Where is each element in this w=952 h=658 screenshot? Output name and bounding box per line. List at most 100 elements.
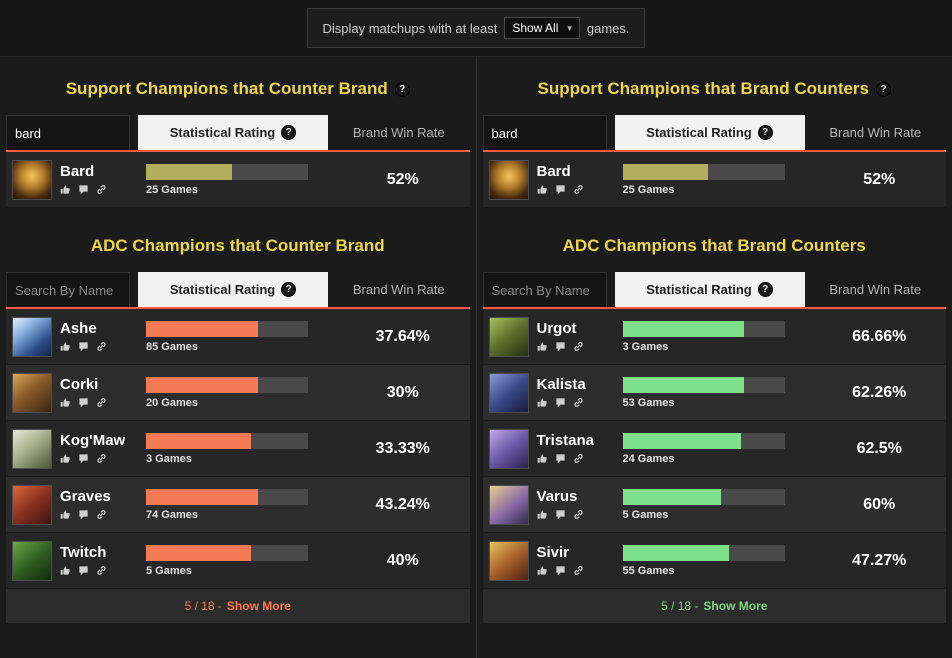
thumbs-up-icon[interactable] <box>60 184 71 195</box>
link-icon[interactable] <box>573 184 584 195</box>
champion-icon[interactable] <box>12 372 52 413</box>
champion-name[interactable]: Bard <box>536 162 571 180</box>
comment-icon[interactable] <box>555 397 566 408</box>
champion-icon[interactable] <box>12 159 52 200</box>
champion-icon[interactable] <box>12 484 52 525</box>
champion-meta: Twitch <box>60 543 107 577</box>
thumbs-up-icon[interactable] <box>60 565 71 576</box>
champion-icon[interactable] <box>12 540 52 581</box>
link-icon[interactable] <box>96 184 107 195</box>
table-row: Corki 2 <box>6 365 470 421</box>
champion-cell: Bard <box>6 159 138 200</box>
rating-header-label: Statistical Rating <box>646 282 752 297</box>
show-more[interactable]: 5 / 18 - Show More <box>482 589 946 623</box>
comment-icon[interactable] <box>555 565 566 576</box>
champion-name[interactable]: Varus <box>536 487 578 505</box>
champion-actions <box>60 565 107 576</box>
comment-icon[interactable] <box>555 184 566 195</box>
link-icon[interactable] <box>573 341 584 352</box>
thumbs-up-icon[interactable] <box>60 397 71 408</box>
champion-name[interactable]: Urgot <box>536 319 577 337</box>
games-count: 53 Games <box>622 396 675 409</box>
rating-column-header[interactable]: Statistical Rating ? <box>138 115 328 150</box>
link-icon[interactable] <box>573 565 584 576</box>
link-icon[interactable] <box>573 397 584 408</box>
show-more-link[interactable]: Show More <box>703 599 768 613</box>
rating-column-header[interactable]: Statistical Rating ? <box>138 272 328 307</box>
champion-name[interactable]: Tristana <box>536 431 595 449</box>
champion-icon[interactable] <box>488 159 529 200</box>
link-icon[interactable] <box>96 453 107 464</box>
champion-name[interactable]: Corki <box>60 375 99 393</box>
search-input[interactable] <box>482 272 607 307</box>
rating-cell: 24 Games <box>622 432 813 465</box>
champion-name[interactable]: Twitch <box>60 543 107 561</box>
comment-icon[interactable] <box>78 341 89 352</box>
thumbs-up-icon[interactable] <box>537 453 548 464</box>
help-icon[interactable]: ? <box>876 81 891 97</box>
champion-icon[interactable] <box>488 316 529 357</box>
winrate-column-header[interactable]: Brand Win Rate <box>829 125 922 140</box>
link-icon[interactable] <box>96 341 107 352</box>
link-icon[interactable] <box>573 509 584 520</box>
search-input[interactable] <box>6 115 130 150</box>
search-cell <box>482 272 607 307</box>
winrate-column-header[interactable]: Brand Win Rate <box>352 282 445 297</box>
champion-icon[interactable] <box>12 316 52 357</box>
help-icon[interactable]: ? <box>757 125 773 140</box>
thumbs-up-icon[interactable] <box>537 341 548 352</box>
champion-name[interactable]: Graves <box>60 487 111 505</box>
pagination-count: 5 / 18 - <box>661 599 699 613</box>
comment-icon[interactable] <box>555 453 566 464</box>
champion-name[interactable]: Ashe <box>60 319 97 337</box>
rating-column-header[interactable]: Statistical Rating ? <box>614 115 805 150</box>
champion-name[interactable]: Sivir <box>536 543 570 561</box>
champion-meta: Urgot <box>536 319 584 353</box>
comment-icon[interactable] <box>78 453 89 464</box>
show-more[interactable]: 5 / 18 - Show More <box>6 589 470 623</box>
comment-icon[interactable] <box>555 509 566 520</box>
search-input[interactable] <box>6 272 130 307</box>
comment-icon[interactable] <box>78 509 89 520</box>
champion-icon[interactable] <box>12 428 52 469</box>
link-icon[interactable] <box>96 397 107 408</box>
select-value: Show All <box>512 21 559 35</box>
champion-icon[interactable] <box>488 428 529 469</box>
champion-name[interactable]: Kog'Maw <box>60 431 126 449</box>
comment-icon[interactable] <box>78 565 89 576</box>
link-icon[interactable] <box>573 453 584 464</box>
champion-actions <box>537 341 584 352</box>
thumbs-up-icon[interactable] <box>537 509 548 520</box>
help-icon[interactable]: ? <box>281 282 297 297</box>
champion-icon[interactable] <box>488 540 529 581</box>
rating-cell: 5 Games <box>146 544 336 577</box>
link-icon[interactable] <box>96 509 107 520</box>
thumbs-up-icon[interactable] <box>60 509 71 520</box>
thumbs-up-icon[interactable] <box>60 341 71 352</box>
rating-bar-fill <box>622 488 722 505</box>
link-icon[interactable] <box>96 565 107 576</box>
section-title-text: ADC Champions that Brand Counters <box>562 236 866 255</box>
champion-name[interactable]: Kalista <box>536 375 586 393</box>
thumbs-up-icon[interactable] <box>60 453 71 464</box>
winrate-column-header[interactable]: Brand Win Rate <box>829 282 922 297</box>
search-input[interactable] <box>482 115 607 150</box>
comment-icon[interactable] <box>555 341 566 352</box>
champion-icon[interactable] <box>488 484 529 525</box>
thumbs-up-icon[interactable] <box>537 397 548 408</box>
comment-icon[interactable] <box>78 397 89 408</box>
winrate-value: 30% <box>386 383 419 401</box>
help-icon[interactable]: ? <box>281 125 297 140</box>
winrate-column-header[interactable]: Brand Win Rate <box>352 125 445 140</box>
comment-icon[interactable] <box>78 184 89 195</box>
help-icon[interactable]: ? <box>757 282 773 297</box>
champion-icon[interactable] <box>488 372 529 413</box>
min-games-select[interactable]: Show All ▾ <box>504 17 580 39</box>
games-count: 25 Games <box>622 183 675 196</box>
help-icon[interactable]: ? <box>394 81 410 97</box>
thumbs-up-icon[interactable] <box>537 184 548 195</box>
champion-name[interactable]: Bard <box>60 162 95 180</box>
show-more-link[interactable]: Show More <box>226 599 291 613</box>
rating-column-header[interactable]: Statistical Rating ? <box>614 272 805 307</box>
thumbs-up-icon[interactable] <box>537 565 548 576</box>
